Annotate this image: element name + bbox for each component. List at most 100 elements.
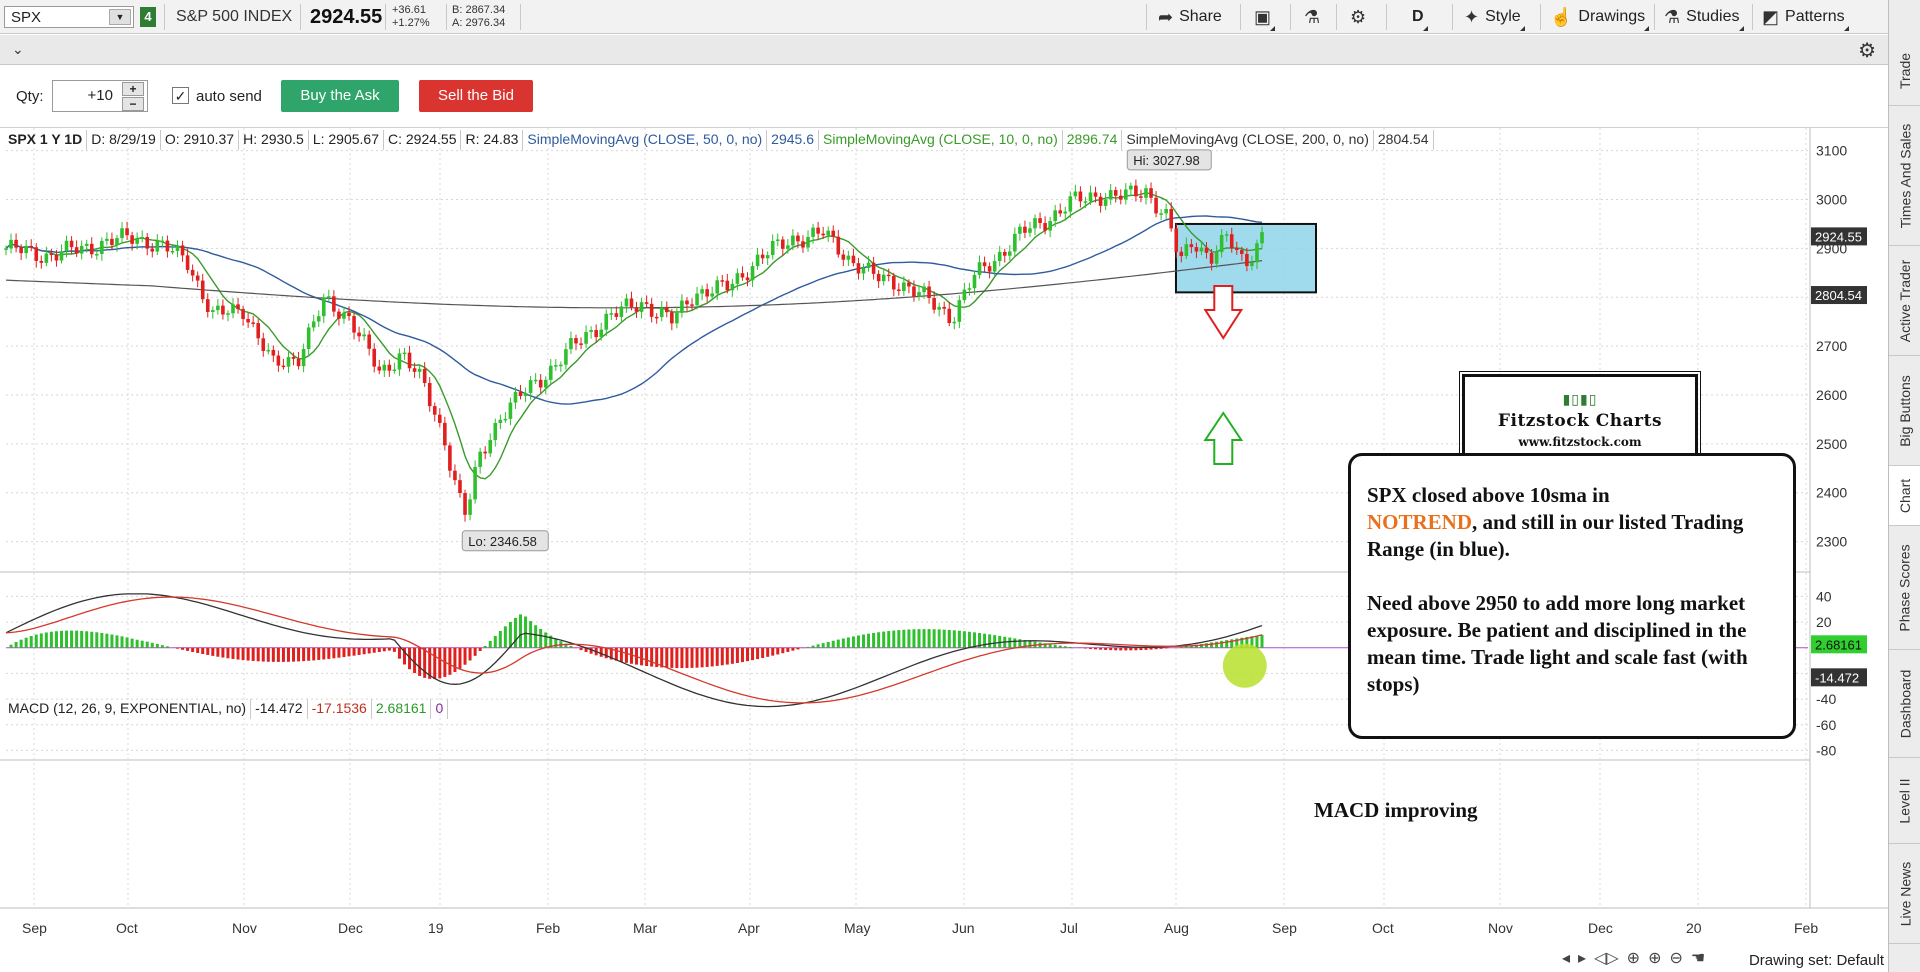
- tab-live-news[interactable]: Live News: [1889, 844, 1920, 944]
- aggregation-button[interactable]: D: [1406, 0, 1430, 34]
- annotation-arrows: [1203, 285, 1244, 465]
- macd-label[interactable]: MACD (12, 26, 9, EXPONENTIAL, no): [4, 699, 252, 719]
- time-tick-label: May: [844, 920, 870, 936]
- macd-diff-badge-text: 2.68161: [1815, 637, 1862, 652]
- corner-menu-icon: [1519, 26, 1525, 31]
- candle-body: [715, 280, 720, 294]
- zoom-in-icon[interactable]: ⊕: [1648, 950, 1662, 967]
- tab-active-trader[interactable]: Active Trader: [1889, 246, 1920, 356]
- divider: [520, 4, 521, 30]
- candle-body: [29, 245, 34, 248]
- sma50-label[interactable]: SimpleMovingAvg (CLOSE, 50, 0, no): [523, 130, 768, 150]
- candle-body: [110, 238, 114, 245]
- candle-body: [175, 245, 180, 251]
- candle-body: [851, 255, 856, 264]
- candle-body: [24, 245, 28, 254]
- tab-label: Dashboard: [1897, 669, 1913, 738]
- candle-body: [120, 228, 124, 239]
- candle-body: [352, 316, 356, 333]
- price-tick-label: 2300: [1816, 534, 1847, 550]
- chart-area[interactable]: 3100300029002800270026002500240023002924…: [0, 128, 1888, 972]
- patterns-button[interactable]: ◩ Patterns: [1756, 0, 1851, 34]
- note-highlight: NOTREND: [1367, 510, 1473, 534]
- tab-trade[interactable]: Trade: [1889, 36, 1920, 106]
- studies-button[interactable]: ⚗ Studies: [1658, 0, 1746, 34]
- candle-body: [150, 248, 155, 252]
- sell-bid-button[interactable]: Sell the Bid: [419, 80, 533, 112]
- macd-value-badge-text: -14.472: [1815, 670, 1859, 685]
- candle-body: [917, 292, 921, 297]
- tab-chart[interactable]: Chart: [1889, 466, 1920, 526]
- price-study-header: SPX 1 Y 1D D: 8/29/19 O: 2910.37 H: 2930…: [4, 130, 1434, 150]
- candle-body: [1134, 185, 1138, 197]
- candle-body: [412, 368, 417, 372]
- candle-body: [750, 266, 755, 281]
- buy-ask-button[interactable]: Buy the Ask: [281, 80, 399, 112]
- tab-times-and-sales[interactable]: Times And Sales: [1889, 106, 1920, 246]
- style-button[interactable]: ✦ Style: [1458, 0, 1527, 34]
- candle-body: [407, 352, 412, 369]
- symbol-input[interactable]: SPX ▼: [4, 6, 134, 28]
- sma200-line: [5, 260, 1263, 309]
- zoom-tools: ◂ ▸ ◁▷ ⊕ ⊕ ⊖ ☚: [1562, 948, 1705, 968]
- candle-body: [140, 237, 144, 239]
- candle-body: [44, 253, 49, 263]
- candle-body: [337, 311, 341, 319]
- chevron-down-icon[interactable]: ⌄: [12, 41, 24, 57]
- candle-body: [1199, 247, 1204, 252]
- candle-body: [195, 275, 200, 281]
- candle-body: [145, 237, 150, 249]
- settings-button[interactable]: ⚙: [1344, 0, 1372, 34]
- drawing-set-label[interactable]: Drawing set: Default: [1748, 952, 1884, 969]
- flask-button[interactable]: ⚗: [1298, 0, 1326, 34]
- sma200-label[interactable]: SimpleMovingAvg (CLOSE, 200, 0, no): [1122, 130, 1374, 150]
- change-box: +36.61 +1.27%: [392, 4, 430, 30]
- divider: [1146, 4, 1147, 30]
- symbol-dropdown-icon[interactable]: ▼: [109, 9, 131, 25]
- sma10-label[interactable]: SimpleMovingAvg (CLOSE, 10, 0, no): [819, 130, 1063, 150]
- macd-improving-note: MACD improving: [1314, 798, 1478, 822]
- expand-icon[interactable]: ◁▷: [1594, 950, 1619, 967]
- close-value: C: 2924.55: [384, 130, 462, 150]
- zoom-out-icon[interactable]: ⊖: [1669, 950, 1683, 967]
- price-axis: 3100300029002800270026002500240023002924…: [1811, 143, 1867, 550]
- candle-body: [760, 254, 765, 259]
- candle-body: [836, 236, 841, 255]
- tab-big-buttons[interactable]: Big Buttons: [1889, 356, 1920, 466]
- share-button[interactable]: ➦ Share: [1152, 0, 1228, 34]
- candle-body: [594, 330, 598, 338]
- hi-lo-bubbles: Hi: 3027.98 Lo: 2346.58: [461, 149, 1212, 552]
- candle-body: [165, 240, 170, 252]
- candle-body: [569, 338, 573, 350]
- scroll-left-icon[interactable]: ◂: [1562, 950, 1571, 967]
- drawings-button[interactable]: ☝ Drawings: [1544, 0, 1651, 34]
- corner-menu-icon: [1843, 26, 1849, 31]
- candle-body: [498, 419, 503, 424]
- lo-bubble-text: Lo: 2346.58: [468, 534, 537, 549]
- candle-body: [503, 418, 508, 421]
- divider: [1654, 4, 1655, 30]
- tab-phase-scores[interactable]: Phase Scores: [1889, 526, 1920, 650]
- gear-icon[interactable]: ⚙: [1858, 40, 1876, 62]
- candle-body: [64, 240, 69, 252]
- macd-diff-value: 2.68161: [372, 699, 432, 719]
- chart-info-button[interactable]: ▣: [1248, 0, 1277, 34]
- candle-body: [54, 254, 59, 261]
- candle-body: [513, 391, 518, 403]
- qty-decrement-button[interactable]: −: [122, 97, 144, 111]
- tab-dashboard[interactable]: Dashboard: [1889, 650, 1920, 758]
- time-tick-label: 19: [428, 920, 444, 936]
- auto-send-checkbox[interactable]: ✓: [172, 87, 189, 104]
- candle-body: [987, 266, 992, 272]
- link-group-badge[interactable]: 4: [140, 7, 156, 27]
- candle-body: [125, 228, 129, 236]
- macd-avg-line: [5, 596, 1263, 704]
- candle-body: [34, 247, 39, 261]
- scroll-right-icon[interactable]: ▸: [1578, 950, 1587, 967]
- tab-level-ii[interactable]: Level II: [1889, 758, 1920, 844]
- pan-hand-icon[interactable]: ☚: [1690, 950, 1706, 967]
- candle-body: [1007, 251, 1012, 256]
- crosshair-icon[interactable]: ⊕: [1626, 950, 1641, 967]
- qty-increment-button[interactable]: +: [122, 82, 144, 96]
